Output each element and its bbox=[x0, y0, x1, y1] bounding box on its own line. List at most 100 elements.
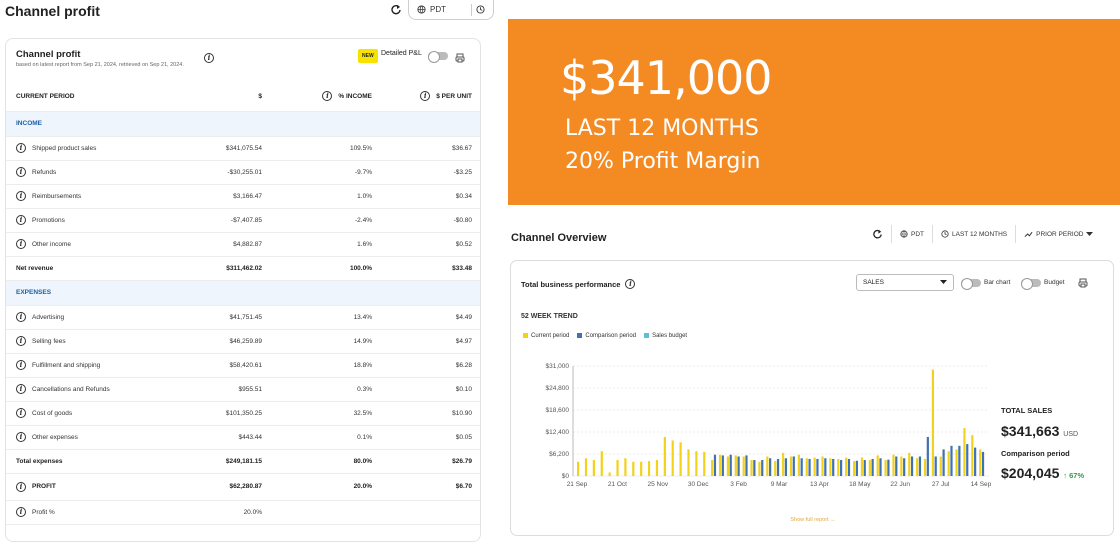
chart-bar bbox=[845, 457, 848, 476]
info-icon[interactable]: i bbox=[16, 481, 26, 492]
row-label: Selling fees bbox=[32, 337, 66, 345]
section-label: INCOME bbox=[6, 111, 480, 137]
clock-icon[interactable] bbox=[476, 5, 485, 14]
row-label-cell: i Shipped product sales bbox=[6, 136, 132, 161]
table-row: i Promotions -$7,407.85 -2.4% -$0.80 bbox=[6, 208, 480, 233]
row-pct: 1.6% bbox=[272, 232, 382, 257]
chart-bar bbox=[776, 458, 780, 476]
top-controls: PDT bbox=[390, 0, 494, 20]
chart-bar bbox=[640, 461, 643, 476]
detailed-pl-toggle[interactable] bbox=[428, 51, 448, 63]
chart-bar bbox=[808, 458, 811, 476]
column-header: i % INCOME bbox=[272, 82, 382, 112]
row-usd: 20.0% bbox=[132, 500, 272, 525]
row-usd: $341,075.54 bbox=[132, 136, 272, 161]
info-icon[interactable]: i bbox=[16, 384, 26, 394]
expense-rows: i Advertising $41,751.45 13.4% $4.49 i Selling… bbox=[6, 305, 480, 450]
info-icon[interactable]: i bbox=[16, 239, 26, 249]
chart-bar bbox=[950, 445, 953, 476]
clock-icon bbox=[941, 230, 949, 238]
chart-bar bbox=[876, 455, 879, 476]
info-icon[interactable]: i bbox=[322, 91, 333, 102]
chart-bar bbox=[971, 435, 974, 476]
timezone-selector[interactable]: PDT bbox=[892, 225, 933, 243]
row-per-unit: -$0.80 bbox=[382, 208, 480, 233]
row-label: Other expenses bbox=[32, 433, 78, 441]
row-label: Other income bbox=[32, 240, 72, 248]
info-icon[interactable]: i bbox=[16, 312, 26, 322]
row-pct: 14.9% bbox=[272, 329, 382, 354]
row-label: Shipped product sales bbox=[32, 144, 97, 152]
row-label-cell: i Selling fees bbox=[6, 329, 132, 354]
legend-swatch bbox=[644, 333, 650, 338]
print-icon[interactable] bbox=[1078, 278, 1088, 288]
row-per-unit: $33.48 bbox=[382, 256, 480, 281]
column-header-label: % INCOME bbox=[338, 92, 372, 100]
info-icon[interactable]: i bbox=[16, 336, 26, 346]
info-icon[interactable]: i bbox=[16, 167, 26, 177]
x-tick-label: 13 Apr bbox=[810, 481, 830, 488]
chart-bar bbox=[821, 456, 824, 476]
chart-bar bbox=[797, 454, 800, 476]
income-rows: i Shipped product sales $341,075.54 109.5% $… bbox=[6, 136, 480, 257]
chart-bar bbox=[769, 458, 772, 476]
chart-bar bbox=[871, 458, 874, 476]
chart-bar bbox=[852, 461, 856, 476]
timezone-pill[interactable]: PDT bbox=[408, 0, 494, 20]
column-header: $ bbox=[132, 82, 272, 112]
row-label-cell: i Fulfillment and shipping bbox=[6, 353, 132, 378]
metric-select[interactable]: SALES bbox=[856, 274, 954, 291]
table-row: i Other expenses $443.44 0.1% $0.05 bbox=[6, 425, 480, 450]
chart-bar bbox=[774, 461, 777, 476]
info-icon[interactable]: i bbox=[16, 432, 26, 442]
print-icon[interactable] bbox=[455, 53, 465, 63]
chart-bar bbox=[753, 460, 756, 476]
chart-bar bbox=[979, 449, 982, 476]
legend-swatch bbox=[523, 333, 528, 338]
info-icon[interactable]: i bbox=[16, 215, 26, 225]
trend-icon bbox=[1024, 230, 1033, 238]
total-expenses-row: Total expenses $249,181.15 80.0% $26.79 bbox=[6, 449, 480, 474]
info-icon[interactable]: i bbox=[16, 143, 26, 153]
chart-bar bbox=[624, 458, 627, 476]
info-icon[interactable]: i bbox=[16, 408, 26, 418]
row-label: PROFIT bbox=[32, 483, 56, 490]
chart-bar bbox=[655, 460, 659, 476]
period-label: LAST 12 MONTHS bbox=[952, 230, 1008, 238]
row-usd: -$7,407.85 bbox=[132, 208, 272, 233]
card-title: Channel profit bbox=[16, 49, 81, 60]
row-label-cell: i Advertising bbox=[6, 305, 132, 330]
info-icon[interactable]: i bbox=[16, 191, 26, 201]
compare-selector[interactable]: PRIOR PERIOD bbox=[1016, 225, 1101, 243]
bar-chart-toggle[interactable] bbox=[961, 278, 981, 290]
info-icon[interactable]: i bbox=[16, 360, 26, 370]
card-subtitle: based on latest report from Sep 21, 2024… bbox=[16, 62, 184, 68]
row-usd: $249,181.15 bbox=[132, 449, 272, 474]
table-row: i Other income $4,882.87 1.6% $0.52 bbox=[6, 232, 480, 257]
row-usd: $443.44 bbox=[132, 425, 272, 450]
show-full-report-link[interactable]: Show full report → bbox=[790, 517, 836, 523]
chart-bar bbox=[958, 445, 961, 476]
refresh-icon[interactable] bbox=[390, 4, 402, 16]
row-per-unit: $4.49 bbox=[382, 305, 480, 330]
refresh-button[interactable] bbox=[864, 225, 892, 243]
budget-toggle[interactable] bbox=[1021, 278, 1041, 290]
info-icon[interactable]: i bbox=[625, 279, 636, 289]
x-tick-label: 30 Dec bbox=[688, 481, 709, 488]
row-pct: 20.0% bbox=[272, 473, 382, 501]
chart-bar bbox=[713, 454, 717, 476]
row-label: Net revenue bbox=[6, 256, 132, 281]
chart-bar bbox=[840, 460, 843, 476]
x-tick-label: 9 Mar bbox=[771, 481, 788, 488]
period-selector[interactable]: LAST 12 MONTHS bbox=[933, 225, 1017, 243]
legend-label: Current period bbox=[531, 333, 570, 340]
info-icon[interactable]: i bbox=[204, 53, 214, 63]
row-label: Cost of goods bbox=[32, 409, 73, 417]
row-pct: 32.5% bbox=[272, 401, 382, 426]
globe-icon bbox=[417, 5, 426, 14]
y-tick-label: $24,800 bbox=[546, 385, 570, 392]
info-icon[interactable]: i bbox=[16, 507, 26, 517]
table-row: i Advertising $41,751.45 13.4% $4.49 bbox=[6, 305, 480, 330]
chart-bar bbox=[816, 458, 819, 476]
info-icon[interactable]: i bbox=[420, 91, 431, 102]
